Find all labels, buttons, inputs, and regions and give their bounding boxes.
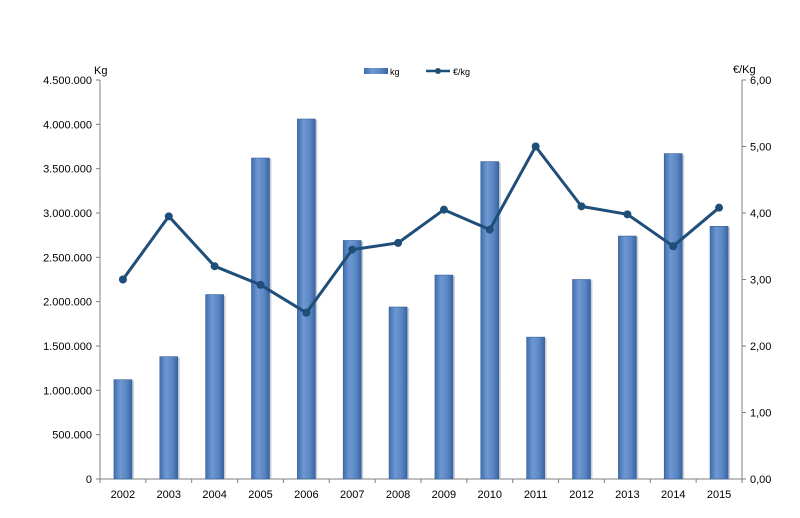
- x-tick-label: 2003: [157, 489, 181, 501]
- line-series-eur-per-kg: [118, 142, 724, 317]
- line-point: [118, 275, 127, 284]
- left-tick-label: 2.500.000: [43, 252, 92, 264]
- line-point: [485, 225, 494, 234]
- right-axis-title: €/Kg: [733, 64, 756, 76]
- bar-series-kg: [113, 118, 731, 480]
- right-tick-label: 3,00: [750, 275, 771, 287]
- legend-swatch-eur-per-kg-marker: [435, 68, 441, 74]
- line-point: [577, 202, 586, 211]
- x-tick-label: 2005: [248, 489, 272, 501]
- x-tick-label: 2007: [340, 489, 364, 501]
- legend: kg €/kg: [364, 67, 470, 77]
- bar: [297, 118, 316, 480]
- bar: [251, 157, 270, 480]
- x-tick-label: 2013: [615, 489, 639, 501]
- line-point: [256, 280, 265, 289]
- x-tick-label: 2011: [524, 489, 548, 501]
- bar: [388, 306, 408, 480]
- left-tick-label: 1.500.000: [43, 341, 92, 353]
- x-tick-label: 2015: [707, 489, 731, 501]
- bar: [526, 336, 545, 480]
- bar: [709, 226, 729, 480]
- bar: [205, 294, 224, 480]
- line-point: [715, 203, 724, 212]
- x-tick-label: 2006: [294, 489, 318, 501]
- x-tick-label: 2014: [661, 489, 685, 501]
- x-axis: 2002 2003 2004 2005 2006 2007 2008 2009 2010 2011…: [99, 478, 743, 501]
- right-tick-label: 0,00: [750, 474, 771, 486]
- right-tick-label: 5,00: [750, 142, 771, 154]
- bar: [434, 274, 454, 480]
- bar: [113, 379, 133, 480]
- x-tick-label: 2012: [569, 489, 593, 501]
- line-point: [302, 308, 311, 317]
- left-tick-label: 2.000.000: [43, 297, 92, 309]
- left-tick-label: 4.000.000: [43, 119, 92, 131]
- left-axis-title: Kg: [94, 65, 107, 77]
- right-tick-label: 2,00: [750, 341, 771, 353]
- right-tick-label: 4,00: [750, 208, 771, 220]
- left-tick-label: 0: [86, 474, 92, 486]
- bar: [572, 279, 591, 480]
- x-tick-label: 2008: [386, 489, 410, 501]
- bar: [618, 235, 637, 480]
- line-point: [394, 238, 403, 247]
- bar: [480, 161, 500, 480]
- line-path: [121, 145, 721, 315]
- x-tick-label: 2009: [432, 489, 456, 501]
- line-point: [531, 142, 540, 151]
- left-tick-label: 1.000.000: [43, 385, 92, 397]
- bar: [663, 153, 683, 480]
- line-point: [623, 210, 632, 219]
- left-tick-label: 500.000: [52, 430, 92, 442]
- legend-label-kg: kg: [390, 67, 400, 77]
- bar: [159, 356, 179, 480]
- line-point: [210, 262, 219, 271]
- line-point: [164, 212, 173, 221]
- right-y-axis: 0,00 1,00 2,00 3,00 4,00 5,00 6,00: [741, 75, 771, 486]
- left-y-axis: 0 500.000 1.000.000 1.500.000 2.000.000 2.500…: [43, 75, 101, 486]
- left-tick-label: 4.500.000: [43, 75, 92, 87]
- left-tick-label: 3.500.000: [43, 164, 92, 176]
- legend-label-eur-per-kg: €/kg: [453, 67, 470, 77]
- legend-swatch-kg: [364, 68, 388, 74]
- line-point: [439, 205, 448, 214]
- right-tick-label: 6,00: [750, 75, 771, 87]
- x-tick-label: 2004: [202, 489, 226, 501]
- line-point: [348, 245, 357, 254]
- x-tick-label: 2002: [111, 489, 135, 501]
- left-tick-label: 3.000.000: [43, 208, 92, 220]
- line-point: [669, 242, 678, 251]
- right-tick-label: 1,00: [750, 408, 771, 420]
- bar: [342, 240, 362, 480]
- x-tick-label: 2010: [478, 489, 502, 501]
